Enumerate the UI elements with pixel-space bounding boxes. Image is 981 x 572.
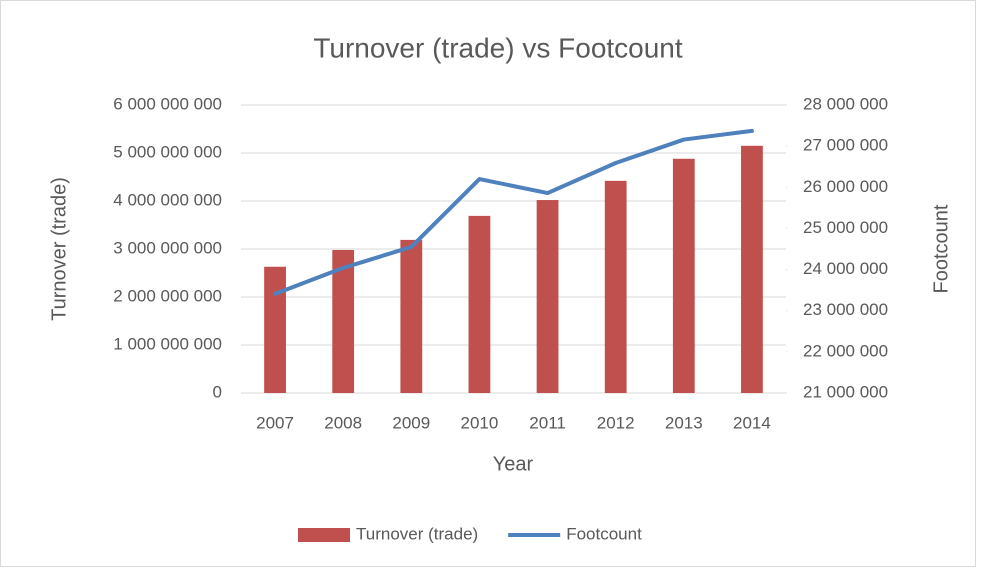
- y-tick-label: 1 000 000 000: [113, 334, 222, 353]
- bar: [604, 180, 627, 393]
- y2-tick-label: 24 000 000: [803, 259, 888, 278]
- y-tick-label: 5 000 000 000: [113, 142, 222, 161]
- y2-tick-label: 28 000 000: [803, 94, 888, 113]
- y2-tick-label: 21 000 000: [803, 382, 888, 401]
- y2-tick-label: 25 000 000: [803, 218, 888, 237]
- legend-label: Turnover (trade): [356, 524, 478, 543]
- bar: [536, 200, 559, 393]
- y-tick-label: 2 000 000 000: [113, 286, 222, 305]
- y-tick-label: 0: [213, 382, 222, 401]
- x-tick-label: 2011: [529, 413, 566, 432]
- bar: [264, 266, 286, 393]
- x-tick-label: 2010: [461, 413, 499, 432]
- x-tick-label: 2014: [733, 413, 771, 432]
- legend-swatch: [298, 528, 350, 542]
- bar: [672, 158, 695, 393]
- x-tick-label: 2007: [256, 413, 294, 432]
- y2-tick-label: 26 000 000: [803, 177, 888, 196]
- legend-label: Footcount: [566, 524, 642, 543]
- bar: [468, 215, 491, 393]
- bar: [400, 239, 423, 393]
- y2-tick-label: 23 000 000: [803, 300, 888, 319]
- x-tick-label: 2008: [324, 413, 362, 432]
- y-tick-label: 6 000 000 000: [113, 94, 222, 113]
- bar: [332, 249, 355, 393]
- x-tick-label: 2009: [392, 413, 430, 432]
- y-axis-title: Turnover (trade): [48, 177, 70, 321]
- y2-axis-title: Footcount: [930, 204, 952, 293]
- x-tick-label: 2013: [665, 413, 703, 432]
- x-tick-label: 2012: [597, 413, 635, 432]
- y-tick-label: 3 000 000 000: [113, 238, 222, 257]
- line: [273, 128, 754, 296]
- y-tick-label: 4 000 000 000: [113, 190, 222, 209]
- y2-tick-label: 27 000 000: [803, 136, 888, 155]
- chart-title: Turnover (trade) vs Footcount: [313, 32, 683, 63]
- bar: [741, 145, 763, 393]
- x-axis-title: Year: [493, 453, 534, 475]
- y2-tick-label: 22 000 000: [803, 341, 888, 360]
